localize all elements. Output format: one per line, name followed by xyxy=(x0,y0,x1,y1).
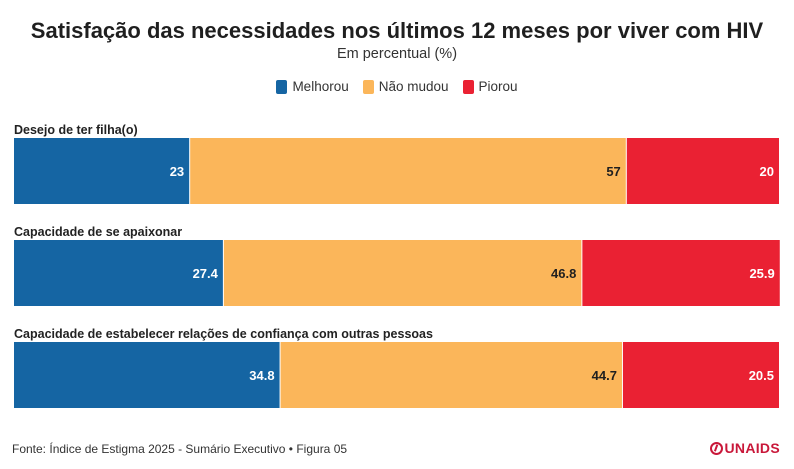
data-label-melhorou: 27.4 xyxy=(193,266,219,281)
chart-subtitle: Em percentual (%) xyxy=(336,46,458,62)
chart-title: Satisfação das necessidades nos últimos … xyxy=(30,18,764,43)
category-label: Capacidade de se apaixonar xyxy=(14,225,182,239)
bar-segment-nao-mudou xyxy=(223,240,582,306)
category-label: Capacidade de estabelecer relações de co… xyxy=(14,327,433,341)
bar-segment-melhorou xyxy=(14,138,190,204)
legend-label-piorou: Piorou xyxy=(478,79,518,94)
legend-swatch-piorou xyxy=(462,79,474,94)
bar-segment-piorou xyxy=(582,240,780,306)
data-label-piorou: 20 xyxy=(760,164,774,179)
bar-segment-melhorou xyxy=(14,342,280,408)
data-label-piorou: 25.9 xyxy=(749,266,774,281)
data-label-nao-mudou: 57 xyxy=(606,164,620,179)
legend-swatch-nao-mudou xyxy=(362,79,374,94)
data-label-nao-mudou: 46.8 xyxy=(551,266,576,281)
logo-text: UNAIDS xyxy=(724,440,780,456)
bar-segment-nao-mudou xyxy=(280,342,622,408)
legend-swatch-melhorou xyxy=(276,79,288,94)
legend: Melhorou Não mudou Piorou xyxy=(0,79,794,94)
bar-segment-piorou xyxy=(622,342,779,408)
bar-segment-nao-mudou xyxy=(190,138,626,204)
data-label-piorou: 20.5 xyxy=(749,368,774,383)
ribbon-icon xyxy=(709,441,723,455)
category-label: Desejo de ter filha(o) xyxy=(14,123,138,137)
bar-segment-melhorou xyxy=(14,240,223,306)
source-note: Fonte: Índice de Estigma 2025 - Sumário … xyxy=(12,442,348,456)
unaids-logo: UNAIDS xyxy=(709,440,780,456)
data-label-nao-mudou: 44.7 xyxy=(592,368,617,383)
legend-item-nao-mudou: Não mudou xyxy=(362,79,449,94)
legend-item-piorou: Piorou xyxy=(462,79,518,94)
data-label-melhorou: 23 xyxy=(170,164,184,179)
legend-label-nao-mudou: Não mudou xyxy=(378,79,449,94)
data-label-melhorou: 34.8 xyxy=(249,368,274,383)
legend-label-melhorou: Melhorou xyxy=(292,79,349,94)
stacked-bar-chart: Desejo de ter filha(o) 23 57 20 Capacidade d… xyxy=(14,123,780,408)
bar-segment-piorou xyxy=(626,138,779,204)
legend-item-melhorou: Melhorou xyxy=(276,79,349,94)
